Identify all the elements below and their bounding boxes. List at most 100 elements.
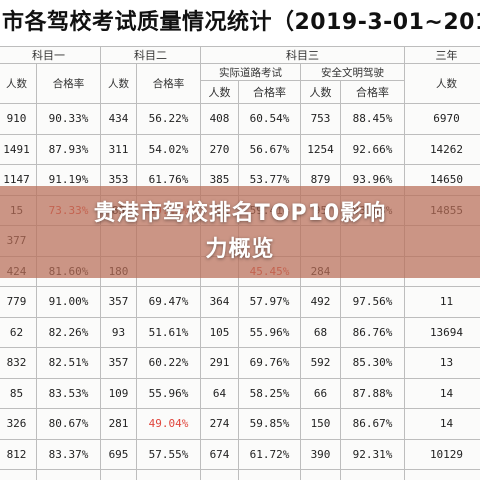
table-cell: 274 [200,408,239,440]
table-cell: 80.67% [36,408,101,440]
table-cell: 54.02% [136,133,201,165]
table-cell: 753 [300,103,341,135]
table-cell: 60.99% [238,469,301,480]
table-cell: 14 [404,408,480,440]
column-header: 合格率 [340,80,405,104]
table-cell: 83.37% [36,438,101,470]
table-row: 1491 87.93% 311 54.02% 270 56.67% 1254 92.66% 14… [0,133,480,165]
table-row: 326 80.67% 281 49.04% 274 59.85% 150 86.67% 14 [0,408,480,440]
table-cell: 326 [0,408,37,440]
table-cell: 695 [100,438,137,470]
table-cell: 105 [200,316,239,348]
overlay-title-line-1: 贵港市驾校排名TOP10影响 [93,201,387,226]
table-cell: 58.94% [136,469,201,480]
table-cell: 55.96% [238,316,301,348]
table-cell: 61.72% [238,438,301,470]
table-cell: 57.55% [136,438,201,470]
overlay-title-line-2: 力概览 [205,237,275,262]
table-cell: 434 [100,103,137,135]
table-cell: 64 [200,377,239,409]
table-cell: 86.67% [340,408,405,440]
table-cell: 13694 [404,316,480,348]
table-cell: 86.76% [340,316,405,348]
table-cell: 68 [300,316,341,348]
table-cell: 12 [404,469,480,480]
table-cell: 51.61% [136,316,201,348]
group-header-subject-1: 科目一 [0,46,101,64]
table-row: 910 90.33% 434 56.22% 408 60.54% 753 88.45% 6970 [0,103,480,135]
table-cell: 281 [100,408,137,440]
table-cell: 60.54% [238,103,301,135]
table-cell: 66 [300,377,341,409]
overlay-title: 贵港市驾校排名TOP10影响 力概览 [0,196,480,268]
column-header: 合格率 [136,63,201,104]
table-cell: 92.31% [340,438,405,470]
table-cell: 223 [200,469,239,480]
table-cell: 360 [0,469,37,480]
table-cell: 88.45% [340,103,405,135]
table-cell: 13 [404,347,480,379]
table-cell: 150 [300,408,341,440]
column-header: 人数 [300,80,341,104]
overlay-banner [0,186,480,278]
table-cell: 62 [0,316,37,348]
table-cell: 592 [300,347,341,379]
table-cell: 55.96% [136,377,201,409]
table-cell: 390 [300,438,341,470]
table-cell: 364 [200,286,239,318]
table-cell: 89.93% [340,469,405,480]
table-cell: 56.67% [238,133,301,165]
table-cell: 492 [300,286,341,318]
table-cell: 82.51% [36,347,101,379]
table-body: 910 90.33% 434 56.22% 408 60.54% 753 88.45% 6970… [0,103,480,480]
table-cell: 85 [0,377,37,409]
table-cell: 109 [100,377,137,409]
table-cell: 90.33% [36,103,101,135]
document-title: 市各驾校考试质量情况统计（2019-3-01~2019-3 [0,0,480,46]
table-cell: 1254 [300,133,341,165]
sub-group-header-safe-driving: 安全文明驾驶 [300,63,405,81]
table-cell: 14262 [404,133,480,165]
table-cell: 91.00% [36,286,101,318]
table-cell: 87.88% [340,377,405,409]
table-row: 36079.44%30258.94%22360.99%28889.93%12 [0,469,480,480]
table-cell: 56.22% [136,103,201,135]
table-row: 62 82.26% 93 51.61% 105 55.96% 68 86.76% 13694 [0,316,480,348]
table-cell: 832 [0,347,37,379]
table-cell: 302 [100,469,137,480]
table-cell: 93 [100,316,137,348]
table-row: 832 82.51% 357 60.22% 291 69.76% 592 85.30% 13 [0,347,480,379]
table-row: 779 91.00% 357 69.47% 364 57.97% 492 97.56% 11 [0,286,480,318]
table-cell: 10129 [404,438,480,470]
table-row: 85 83.53% 109 55.96% 64 58.25% 66 87.88% 14 [0,377,480,409]
table-cell: 92.66% [340,133,405,165]
table-cell: 6970 [404,103,480,135]
table-cell: 1491 [0,133,37,165]
column-header: 合格率 [238,80,301,104]
table-cell: 291 [200,347,239,379]
column-header: 人数 [200,80,239,104]
table-row: 812 83.37% 695 57.55% 674 61.72% 390 92.31% 1012… [0,438,480,470]
table-cell: 779 [0,286,37,318]
table-cell: 69.47% [136,286,201,318]
column-header: 人数 [100,63,137,104]
column-header: 人数 [0,63,37,104]
table-cell: 60.22% [136,347,201,379]
table-cell: 270 [200,133,239,165]
table-cell: 57.97% [238,286,301,318]
table-cell: 58.25% [238,377,301,409]
group-header-subject-3: 科目三 [200,46,405,64]
table-cell: 85.30% [340,347,405,379]
table-cell: 49.04% [136,408,201,440]
table-cell: 910 [0,103,37,135]
table-cell: 11 [404,286,480,318]
table-cell: 97.56% [340,286,405,318]
table-cell: 82.26% [36,316,101,348]
group-header-subject-4: 三年 [404,46,480,64]
table-cell: 87.93% [36,133,101,165]
table-cell: 59.85% [238,408,301,440]
table-cell: 69.76% [238,347,301,379]
column-header: 合格率 [36,63,101,104]
table-cell: 14 [404,377,480,409]
sub-group-header-road-test: 实际道路考试 [200,63,301,81]
